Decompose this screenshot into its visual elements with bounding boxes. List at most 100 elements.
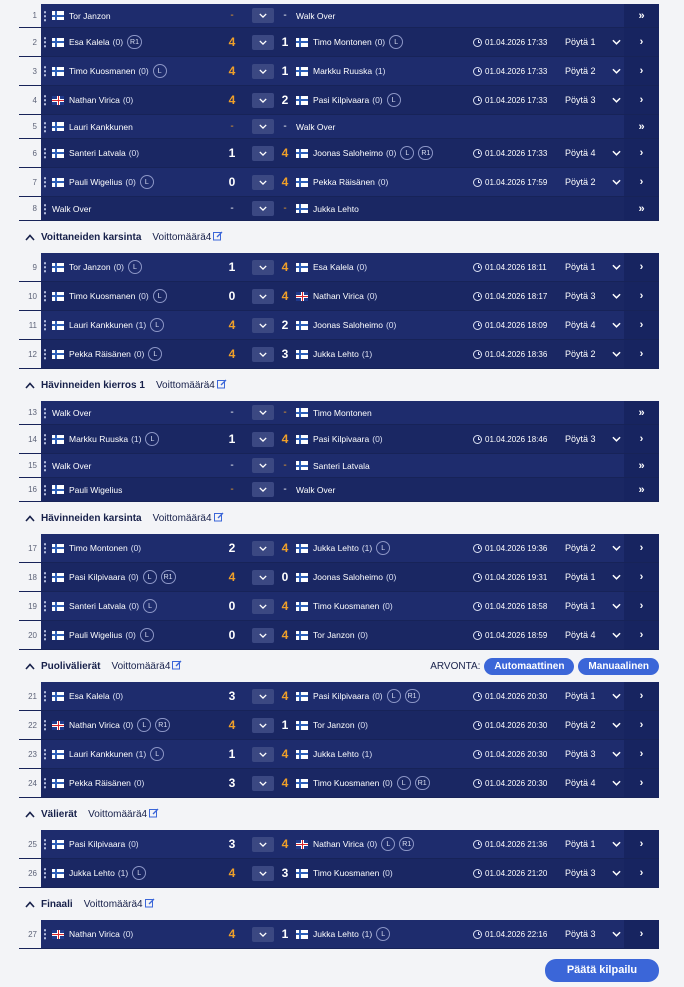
score-select[interactable] (252, 259, 274, 275)
score-select[interactable] (252, 119, 274, 134)
chevron-right-icon[interactable]: › (624, 168, 659, 196)
kebab-menu-icon[interactable]: ⋮ (39, 541, 51, 555)
table-dropdown-chevron-icon[interactable] (605, 39, 627, 45)
chevron-right-icon[interactable]: › (624, 340, 659, 368)
kebab-menu-icon[interactable]: ⋮ (39, 347, 51, 361)
kebab-menu-icon[interactable]: ⋮ (39, 35, 51, 49)
score-select[interactable] (252, 405, 274, 420)
score-select[interactable] (252, 865, 274, 881)
chevron-right-icon[interactable]: › (624, 621, 659, 649)
kebab-menu-icon[interactable]: ⋮ (39, 64, 51, 78)
table-dropdown-chevron-icon[interactable] (605, 68, 627, 74)
table-dropdown-chevron-icon[interactable] (605, 150, 627, 156)
auto-draw-button[interactable]: Automaattinen (484, 657, 575, 675)
score-select[interactable] (252, 8, 274, 23)
kebab-menu-icon[interactable]: ⋮ (39, 405, 51, 420)
chevron-right-icon[interactable]: › (624, 57, 659, 85)
kebab-menu-icon[interactable]: ⋮ (39, 201, 51, 216)
chevron-right-icon[interactable]: › (624, 563, 659, 591)
double-chevron-right-icon[interactable]: » (624, 115, 659, 138)
double-chevron-right-icon[interactable]: » (624, 4, 659, 27)
kebab-menu-icon[interactable]: ⋮ (39, 689, 51, 703)
table-dropdown-chevron-icon[interactable] (605, 780, 627, 786)
chevron-right-icon[interactable]: › (624, 425, 659, 453)
kebab-menu-icon[interactable]: ⋮ (39, 318, 51, 332)
table-dropdown-chevron-icon[interactable] (605, 436, 627, 442)
manual-draw-button[interactable]: Manuaalinen (578, 657, 659, 675)
kebab-menu-icon[interactable]: ⋮ (39, 837, 51, 851)
score-select[interactable] (252, 34, 274, 50)
table-dropdown-chevron-icon[interactable] (605, 293, 627, 299)
kebab-menu-icon[interactable]: ⋮ (39, 482, 51, 497)
score-select[interactable] (252, 346, 274, 362)
chevron-right-icon[interactable]: › (624, 28, 659, 56)
chevron-right-icon[interactable]: › (624, 534, 659, 562)
score-select[interactable] (252, 746, 274, 762)
score-select[interactable] (252, 482, 274, 497)
score-select[interactable] (252, 201, 274, 216)
table-dropdown-chevron-icon[interactable] (605, 322, 627, 328)
score-select[interactable] (252, 569, 274, 585)
table-dropdown-chevron-icon[interactable] (605, 179, 627, 185)
table-dropdown-chevron-icon[interactable] (605, 603, 627, 609)
score-select[interactable] (252, 598, 274, 614)
kebab-menu-icon[interactable]: ⋮ (39, 119, 51, 134)
kebab-menu-icon[interactable]: ⋮ (39, 866, 51, 880)
collapse-chevron-icon[interactable] (19, 233, 41, 241)
chevron-right-icon[interactable]: › (624, 859, 659, 887)
score-select[interactable] (252, 717, 274, 733)
kebab-menu-icon[interactable]: ⋮ (39, 432, 51, 446)
edit-icon[interactable] (149, 808, 159, 821)
score-select[interactable] (252, 174, 274, 190)
collapse-chevron-icon[interactable] (19, 662, 41, 670)
kebab-menu-icon[interactable]: ⋮ (39, 93, 51, 107)
edit-icon[interactable] (216, 379, 227, 392)
score-select[interactable] (252, 775, 274, 791)
chevron-right-icon[interactable]: › (624, 769, 659, 797)
edit-icon[interactable] (144, 898, 155, 911)
kebab-menu-icon[interactable]: ⋮ (39, 289, 51, 303)
collapse-chevron-icon[interactable] (19, 381, 41, 389)
kebab-menu-icon[interactable]: ⋮ (39, 599, 51, 613)
score-select[interactable] (252, 431, 274, 447)
double-chevron-right-icon[interactable]: » (624, 454, 659, 477)
score-select[interactable] (252, 92, 274, 108)
kebab-menu-icon[interactable]: ⋮ (39, 776, 51, 790)
table-dropdown-chevron-icon[interactable] (605, 351, 627, 357)
score-select[interactable] (252, 836, 274, 852)
kebab-menu-icon[interactable]: ⋮ (39, 747, 51, 761)
score-select[interactable] (252, 926, 274, 942)
edit-icon[interactable] (172, 660, 182, 673)
chevron-right-icon[interactable]: › (624, 920, 659, 948)
collapse-chevron-icon[interactable] (19, 810, 41, 818)
chevron-right-icon[interactable]: › (624, 711, 659, 739)
kebab-menu-icon[interactable]: ⋮ (39, 927, 51, 941)
score-select[interactable] (252, 540, 274, 556)
edit-icon[interactable] (213, 231, 223, 244)
double-chevron-right-icon[interactable]: » (624, 197, 659, 220)
table-dropdown-chevron-icon[interactable] (605, 97, 627, 103)
score-select[interactable] (252, 458, 274, 473)
score-select[interactable] (252, 288, 274, 304)
table-dropdown-chevron-icon[interactable] (605, 870, 627, 876)
chevron-right-icon[interactable]: › (624, 311, 659, 339)
score-select[interactable] (252, 317, 274, 333)
chevron-right-icon[interactable]: › (624, 253, 659, 281)
chevron-right-icon[interactable]: › (624, 282, 659, 310)
score-select[interactable] (252, 627, 274, 643)
table-dropdown-chevron-icon[interactable] (605, 722, 627, 728)
kebab-menu-icon[interactable]: ⋮ (39, 146, 51, 160)
edit-icon[interactable] (213, 512, 224, 525)
collapse-chevron-icon[interactable] (19, 514, 41, 522)
kebab-menu-icon[interactable]: ⋮ (39, 570, 51, 584)
collapse-chevron-icon[interactable] (19, 900, 41, 908)
chevron-right-icon[interactable]: › (624, 740, 659, 768)
kebab-menu-icon[interactable]: ⋮ (39, 175, 51, 189)
chevron-right-icon[interactable]: › (624, 139, 659, 167)
kebab-menu-icon[interactable]: ⋮ (39, 8, 51, 23)
score-select[interactable] (252, 145, 274, 161)
chevron-right-icon[interactable]: › (624, 830, 659, 858)
table-dropdown-chevron-icon[interactable] (605, 751, 627, 757)
finish-competition-button[interactable]: Päätä kilpailu (545, 958, 659, 982)
chevron-right-icon[interactable]: › (624, 86, 659, 114)
